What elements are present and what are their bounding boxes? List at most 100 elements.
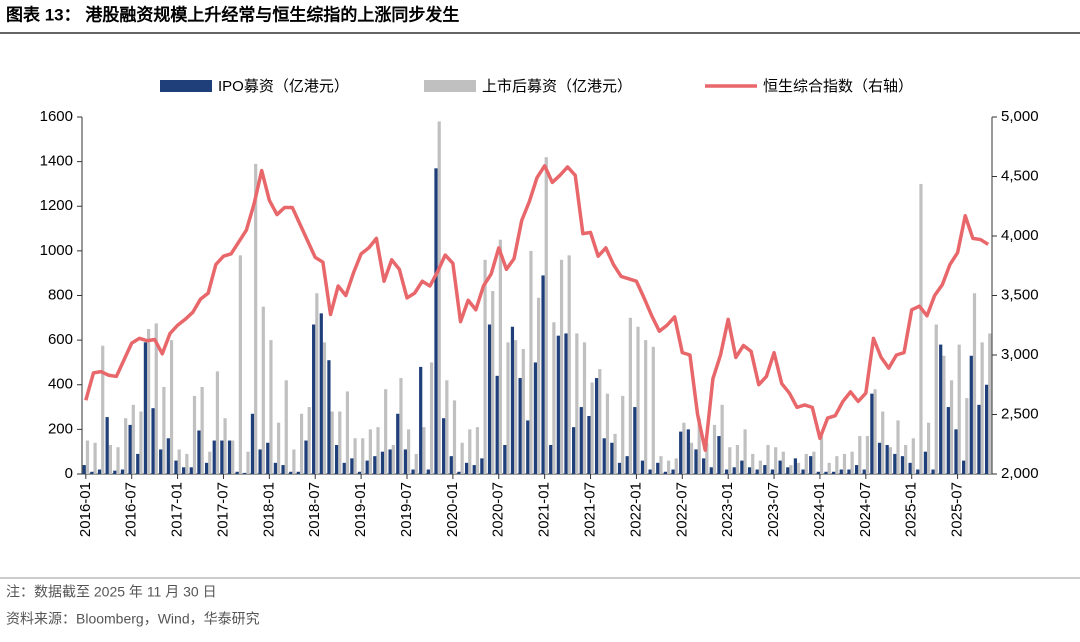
bar [315, 293, 319, 474]
bar [475, 427, 480, 474]
x-tick-label: 2023-07 [765, 482, 782, 537]
bar [582, 342, 587, 474]
bar [254, 163, 258, 474]
bar [82, 465, 86, 474]
bar [908, 462, 912, 474]
bar [613, 433, 617, 474]
note: 注：数据截至 2025 年 11 月 30 日 [6, 584, 217, 600]
bar [90, 471, 94, 474]
bar [154, 323, 158, 474]
bar [636, 326, 640, 474]
x-tick-label: 2016-07 [123, 482, 140, 537]
bar [682, 422, 686, 474]
bar [969, 355, 973, 474]
bar [85, 440, 90, 474]
bar [931, 469, 935, 474]
x-tick-label: 2020-07 [490, 482, 507, 537]
x-tick-label: 2020-01 [444, 482, 461, 537]
bar [575, 333, 579, 474]
bar [617, 462, 622, 474]
bar [457, 471, 461, 474]
bar [809, 456, 813, 474]
bar [273, 462, 277, 474]
bar [842, 453, 847, 474]
x-tick-label: 2022-01 [627, 482, 644, 537]
y-tick-label: 200 [48, 420, 73, 437]
bar [506, 342, 510, 474]
bar [610, 442, 614, 474]
y-tick-label: 1400 [40, 153, 73, 170]
bar [407, 429, 411, 474]
bar [786, 467, 790, 474]
y-tick-label: 800 [48, 286, 73, 303]
bar [656, 462, 660, 474]
bar [770, 469, 775, 474]
bar [503, 444, 507, 474]
bar [835, 456, 839, 474]
bar [460, 442, 464, 474]
bar [735, 444, 740, 474]
bar [526, 420, 530, 474]
bar [292, 449, 296, 474]
bar [988, 333, 992, 474]
bar [827, 462, 831, 474]
bar [414, 453, 418, 474]
bar [399, 378, 403, 474]
bar [426, 469, 430, 474]
bar [246, 451, 250, 474]
bar [900, 456, 905, 474]
bar [269, 340, 273, 474]
bar [227, 440, 232, 474]
index-line [84, 164, 990, 452]
bar [243, 472, 247, 474]
bar [296, 471, 300, 474]
bar [200, 386, 204, 474]
bar [342, 462, 346, 474]
bar [128, 424, 132, 474]
bar [208, 451, 212, 474]
x-tick-label: 2018-07 [306, 482, 323, 537]
bar [781, 451, 785, 474]
bar [334, 444, 339, 474]
bar [238, 255, 242, 474]
bar [124, 418, 128, 474]
bar [537, 297, 541, 474]
bar [743, 429, 747, 474]
bar [720, 404, 724, 474]
bar [338, 411, 342, 474]
bar [862, 469, 866, 474]
bar [277, 422, 281, 474]
bar [747, 467, 752, 474]
bar [625, 456, 629, 474]
bar [403, 449, 407, 474]
bar [763, 465, 767, 474]
bar [758, 460, 762, 474]
y-tick-label: 1000 [40, 242, 73, 259]
y2-tick-label: 3,000 [1001, 346, 1039, 363]
bar [702, 458, 706, 474]
bar [732, 467, 736, 474]
bar [865, 436, 870, 474]
bar [162, 386, 166, 474]
bar [556, 335, 560, 474]
bar [487, 324, 492, 474]
bar [353, 438, 357, 474]
legend-label: 上市后募资（亿港元） [482, 78, 632, 95]
bar [212, 440, 216, 474]
bar [689, 442, 694, 474]
bar [304, 440, 308, 474]
legend-label: IPO募资（亿港元） [218, 78, 349, 95]
bar [674, 458, 678, 474]
bar [113, 470, 117, 474]
bar [231, 440, 235, 474]
bar [131, 404, 135, 474]
bar [166, 438, 170, 474]
bar [307, 407, 311, 474]
x-tick-label: 2024-07 [857, 482, 874, 537]
legend-swatch [160, 80, 212, 92]
bar [793, 458, 797, 474]
bar [284, 380, 288, 474]
bar [549, 444, 553, 474]
bar [564, 333, 568, 474]
x-tick-label: 2025-01 [903, 482, 920, 537]
